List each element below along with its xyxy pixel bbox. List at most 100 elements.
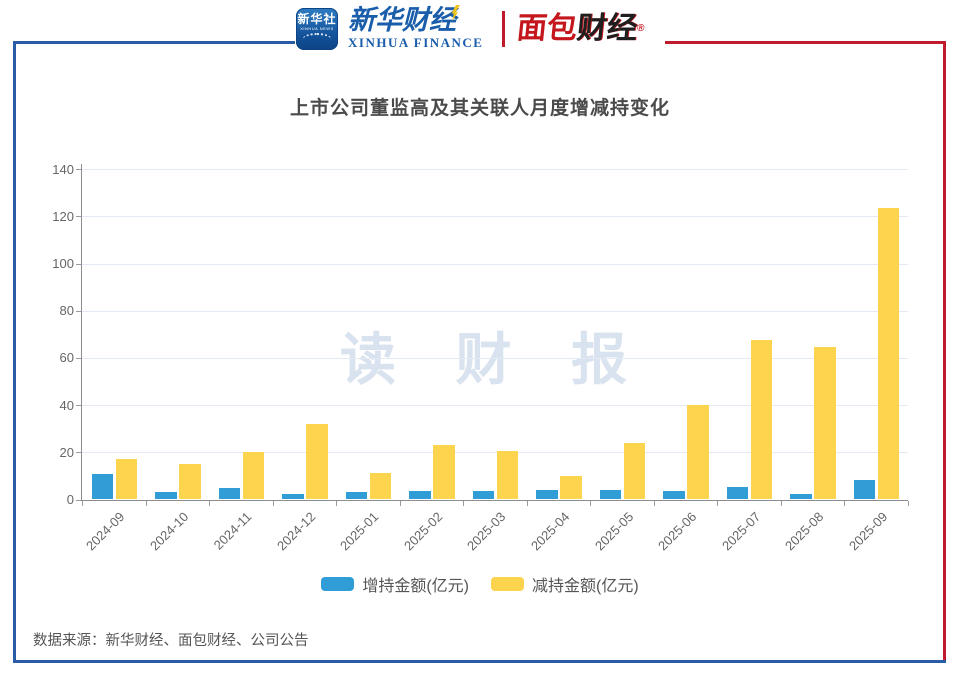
y-axis-tick (76, 452, 82, 454)
x-axis-tick (526, 501, 528, 506)
chart-title: 上市公司董监高及其关联人月度增减持变化 (289, 98, 670, 119)
watermark-text: 读 财 报 (340, 328, 650, 391)
data-source-note: 数据来源：新华财经、面包财经、公司公告 (33, 633, 309, 649)
bar-increase-2025-09 (853, 480, 876, 500)
x-axis-category-label: 2025-09 (845, 509, 891, 554)
x-axis-tick (653, 501, 655, 506)
bar-decrease-2025-06 (687, 405, 709, 500)
x-axis-tick (844, 501, 846, 506)
x-axis-tick (272, 501, 274, 506)
y-axis-line (80, 164, 82, 501)
bar-increase-2024-09 (91, 473, 113, 500)
y-gridline (82, 216, 908, 218)
bar-decrease-2025-04 (560, 475, 582, 500)
y-axis-tick (76, 263, 82, 265)
bar-increase-2024-12 (282, 493, 304, 500)
xinhua-finance-logo: 新华财经 XINHUA FINANCE (348, 5, 488, 51)
x-axis-category-label: 2024-12 (273, 509, 319, 554)
x-axis-tick (145, 501, 147, 506)
legend-swatch-decrease (491, 577, 524, 591)
legend-label-increase: 增持金额(亿元) (362, 578, 469, 595)
x-axis-tick (463, 501, 465, 506)
xinhua-news-logo-cn: 新华社 (297, 12, 337, 26)
bar-decrease-2024-12 (306, 424, 328, 500)
x-axis-tick (209, 501, 211, 506)
frame-top-left-line (13, 41, 295, 44)
xinhua-finance-logo-en: XINHUA FINANCE (348, 35, 484, 50)
x-axis-tick (908, 501, 909, 506)
bar-decrease-2024-09 (115, 458, 137, 500)
bar-decrease-2024-11 (242, 452, 265, 500)
y-axis-tick (76, 310, 82, 312)
legend-swatch-increase (321, 577, 355, 591)
network-globe-icon (302, 33, 332, 47)
bar-increase-2025-04 (536, 490, 558, 500)
chart-legend: 增持金额(亿元) 减持金额(亿元) (0, 572, 960, 596)
bar-increase-2024-10 (155, 492, 177, 500)
x-axis-category-label: 2024-11 (210, 509, 255, 553)
bar-decrease-2025-05 (623, 443, 646, 500)
bar-increase-2025-08 (790, 493, 812, 500)
x-axis-category-label: 2024-10 (146, 509, 192, 554)
x-axis-category-label: 2025-01 (337, 509, 382, 554)
x-axis-line (80, 499, 908, 501)
bar-increase-2025-02 (409, 491, 431, 500)
bar-increase-2025-07 (726, 486, 749, 500)
lightning-bolt-icon (451, 5, 460, 21)
y-gridline (82, 405, 908, 407)
x-axis-tick (590, 501, 592, 506)
y-gridline (82, 310, 908, 312)
bar-decrease-2025-02 (433, 444, 455, 500)
x-axis-category-label: 2025-04 (527, 509, 573, 554)
bar-decrease-2025-01 (369, 472, 392, 500)
y-gridline (82, 357, 908, 359)
y-axis-tick-label: 120 (52, 208, 74, 224)
y-axis-tick-label: 40 (59, 397, 74, 413)
y-axis-tick (76, 216, 82, 218)
y-gridline (82, 263, 908, 265)
legend-label-decrease: 减持金额(亿元) (532, 578, 639, 595)
frame-left-line (13, 41, 16, 663)
legend-item-increase[interactable]: 增持金额(亿元) (321, 572, 469, 596)
x-axis-category-label: 2025-07 (718, 509, 763, 554)
frame-bottom-line (13, 660, 946, 663)
legend-item-decrease[interactable]: 减持金额(亿元) (491, 572, 639, 596)
x-axis-tick (717, 501, 719, 506)
logo-divider (502, 11, 505, 47)
x-axis-tick (780, 501, 782, 506)
x-axis-tick (336, 501, 338, 506)
y-axis-tick-label: 60 (59, 350, 74, 366)
xinhua-news-logo-en: XINHUA NEWS (300, 26, 334, 31)
y-axis-tick (76, 405, 82, 407)
y-axis-tick-label: 100 (52, 256, 74, 271)
bar-increase-2025-05 (599, 489, 622, 500)
y-gridline (82, 452, 908, 454)
frame-right-line (943, 41, 946, 663)
xinhua-news-logo: 新华社 XINHUA NEWS (296, 8, 338, 50)
bar-decrease-2025-03 (496, 451, 519, 500)
xinhua-finance-logo-cn: 新华财经 (348, 5, 456, 35)
bar-decrease-2025-08 (814, 346, 836, 500)
y-axis-tick-label: 20 (59, 444, 74, 460)
bar-decrease-2025-07 (750, 340, 773, 500)
bar-increase-2025-03 (472, 490, 495, 500)
frame-top-right-line (665, 41, 946, 44)
y-axis-tick (76, 357, 82, 359)
x-axis-tick (399, 501, 401, 506)
y-axis-tick-label: 0 (66, 492, 74, 507)
x-axis-category-label: 2025-02 (400, 509, 446, 554)
x-axis-category-label: 2025-08 (782, 509, 827, 554)
y-axis-tick-label: 80 (59, 303, 74, 319)
bar-increase-2025-01 (345, 492, 368, 500)
x-axis-category-label: 2025-06 (655, 509, 700, 554)
header-logos: 新华社 XINHUA NEWS 新华财经 XINHUA FINANCE 面包财经… (296, 3, 666, 55)
y-axis-tick-label: 140 (52, 161, 74, 177)
y-gridline (82, 169, 908, 171)
x-axis-category-label: 2025-05 (591, 509, 636, 554)
bar-decrease-2024-10 (179, 464, 201, 500)
bar-increase-2024-11 (218, 488, 241, 500)
bar-decrease-2025-09 (877, 208, 900, 500)
x-axis-category-label: 2024-09 (83, 509, 128, 554)
